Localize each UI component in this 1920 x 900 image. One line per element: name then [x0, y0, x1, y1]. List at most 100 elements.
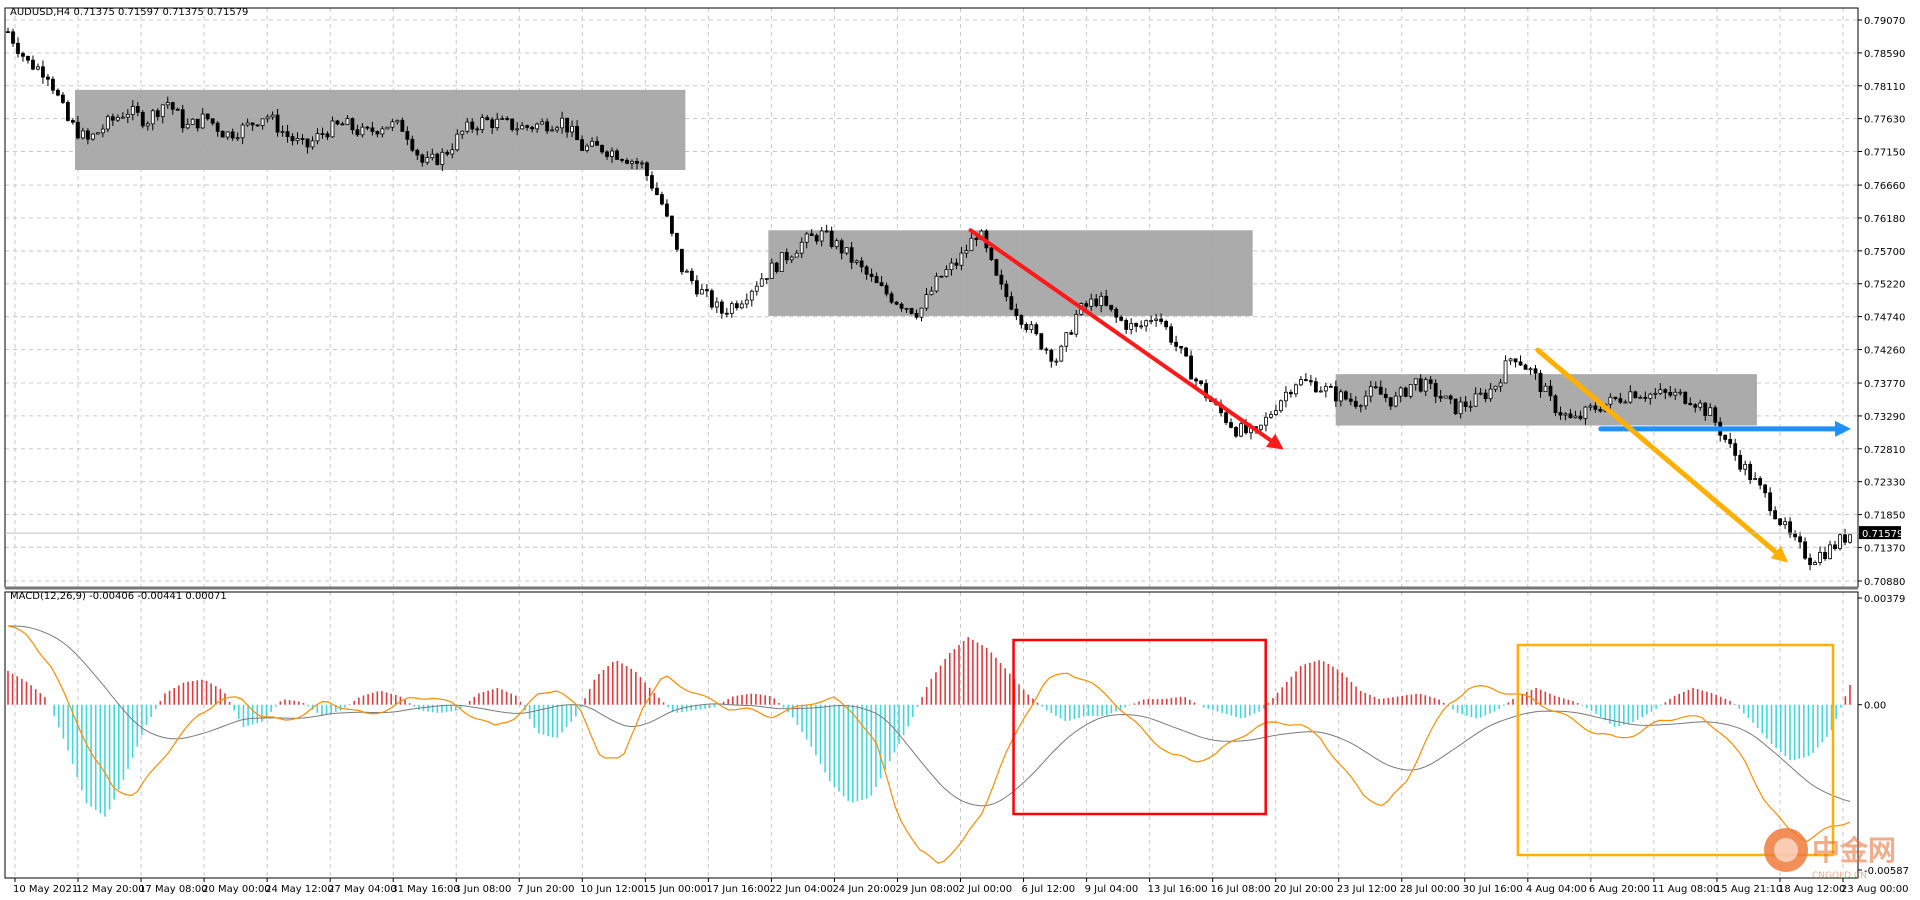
candle-body	[110, 116, 115, 121]
candle-body	[799, 241, 804, 254]
candle-body	[555, 127, 560, 131]
macd-tick-label: 0.00379	[1864, 594, 1905, 605]
time-tick-label: 2 Jul 00:00	[959, 884, 1013, 895]
candle-body	[11, 31, 15, 44]
candle-body	[1503, 360, 1508, 384]
candle-body	[894, 301, 899, 305]
candle-body	[1348, 398, 1353, 402]
candle-body	[1743, 463, 1748, 470]
candle-body	[21, 53, 25, 57]
candle-body	[56, 89, 60, 96]
candle-body	[630, 161, 634, 164]
candle-body	[495, 118, 500, 129]
candle-body	[919, 307, 924, 318]
candle-body	[615, 150, 619, 160]
candle-body	[1004, 283, 1009, 298]
candle-body	[869, 273, 874, 277]
candle-body	[445, 151, 450, 155]
candle-body	[95, 132, 100, 135]
candle-body	[1728, 439, 1733, 445]
candle-body	[1693, 404, 1698, 408]
candle-body	[510, 118, 515, 130]
candle-body	[1793, 533, 1797, 538]
candle-body	[684, 270, 689, 273]
candle-body	[170, 102, 175, 110]
candle-body	[1104, 295, 1109, 306]
candle-body	[635, 161, 639, 164]
orange-arrowhead-icon	[1770, 546, 1788, 563]
candle-body	[774, 262, 779, 272]
candle-body	[1124, 319, 1129, 330]
price-tick-label: 0.77630	[1864, 115, 1905, 126]
candle-body	[595, 140, 599, 146]
candle-body	[1823, 552, 1827, 560]
candle-body	[655, 187, 659, 196]
candle-body	[1598, 408, 1603, 412]
candle-body	[1383, 393, 1388, 399]
candle-body	[195, 118, 200, 129]
candle-body	[1763, 484, 1768, 494]
candle-body	[1328, 385, 1333, 388]
candle-body	[290, 136, 295, 142]
candle-body	[1044, 348, 1049, 351]
red-arrowhead-icon	[1265, 433, 1284, 450]
candle-body	[1418, 378, 1423, 392]
candle-body	[1129, 323, 1134, 330]
candle-body	[1408, 384, 1413, 397]
candle-body	[66, 102, 70, 121]
candle-body	[260, 118, 265, 126]
time-tick-label: 4 Aug 04:00	[1526, 884, 1587, 895]
candle-body	[1069, 332, 1074, 335]
price-tick-label: 0.77150	[1864, 148, 1905, 159]
candle-body	[1019, 315, 1024, 325]
time-tick-label: 20 Jul 20:00	[1274, 884, 1334, 895]
candle-body	[1688, 403, 1693, 406]
consolidation-zone	[1335, 374, 1757, 426]
macd-tick-label: -0.00587	[1864, 866, 1909, 877]
candle-body	[480, 117, 485, 130]
candle-body	[310, 140, 315, 148]
time-tick-label: 30 Jul 16:00	[1463, 884, 1523, 895]
candle-body	[1768, 492, 1773, 512]
candle-body	[560, 117, 564, 129]
candle-body	[430, 153, 435, 159]
candle-body	[1368, 386, 1373, 397]
candle-body	[36, 66, 40, 70]
candle-body	[1673, 391, 1678, 396]
time-tick-label: 6 Aug 20:00	[1589, 884, 1650, 895]
candle-body	[585, 145, 589, 151]
watermark-subtext: CNGOLD.CN	[1812, 871, 1867, 881]
candle-body	[240, 124, 245, 139]
candle-body	[400, 119, 405, 132]
candle-body	[1144, 320, 1149, 327]
candle-body	[455, 133, 460, 151]
candle-body	[205, 113, 210, 120]
candle-body	[1493, 385, 1498, 390]
price-tick-label: 0.75700	[1864, 247, 1905, 258]
candle-body	[784, 252, 789, 261]
price-tick-label: 0.74260	[1864, 345, 1905, 356]
candle-body	[1264, 416, 1268, 426]
candle-body	[115, 116, 120, 121]
candle-body	[1298, 379, 1303, 386]
candle-body	[1289, 391, 1293, 395]
candle-body	[160, 104, 165, 117]
candle-body	[1308, 380, 1313, 383]
candle-body	[165, 102, 170, 106]
candle-body	[575, 125, 579, 141]
candle-body	[520, 125, 525, 130]
candle-body	[1338, 391, 1343, 402]
price-tick-label: 0.71850	[1864, 511, 1905, 522]
candle-body	[670, 215, 674, 234]
candle-body	[225, 131, 230, 138]
candle-body	[909, 307, 914, 314]
candle-body	[590, 140, 594, 147]
candle-body	[1269, 414, 1273, 418]
candle-body	[1323, 385, 1328, 392]
candle-body	[335, 120, 340, 125]
candle-body	[440, 151, 445, 165]
candle-body	[714, 301, 719, 308]
trend-arrows	[968, 228, 1851, 563]
candle-body	[1508, 358, 1513, 362]
